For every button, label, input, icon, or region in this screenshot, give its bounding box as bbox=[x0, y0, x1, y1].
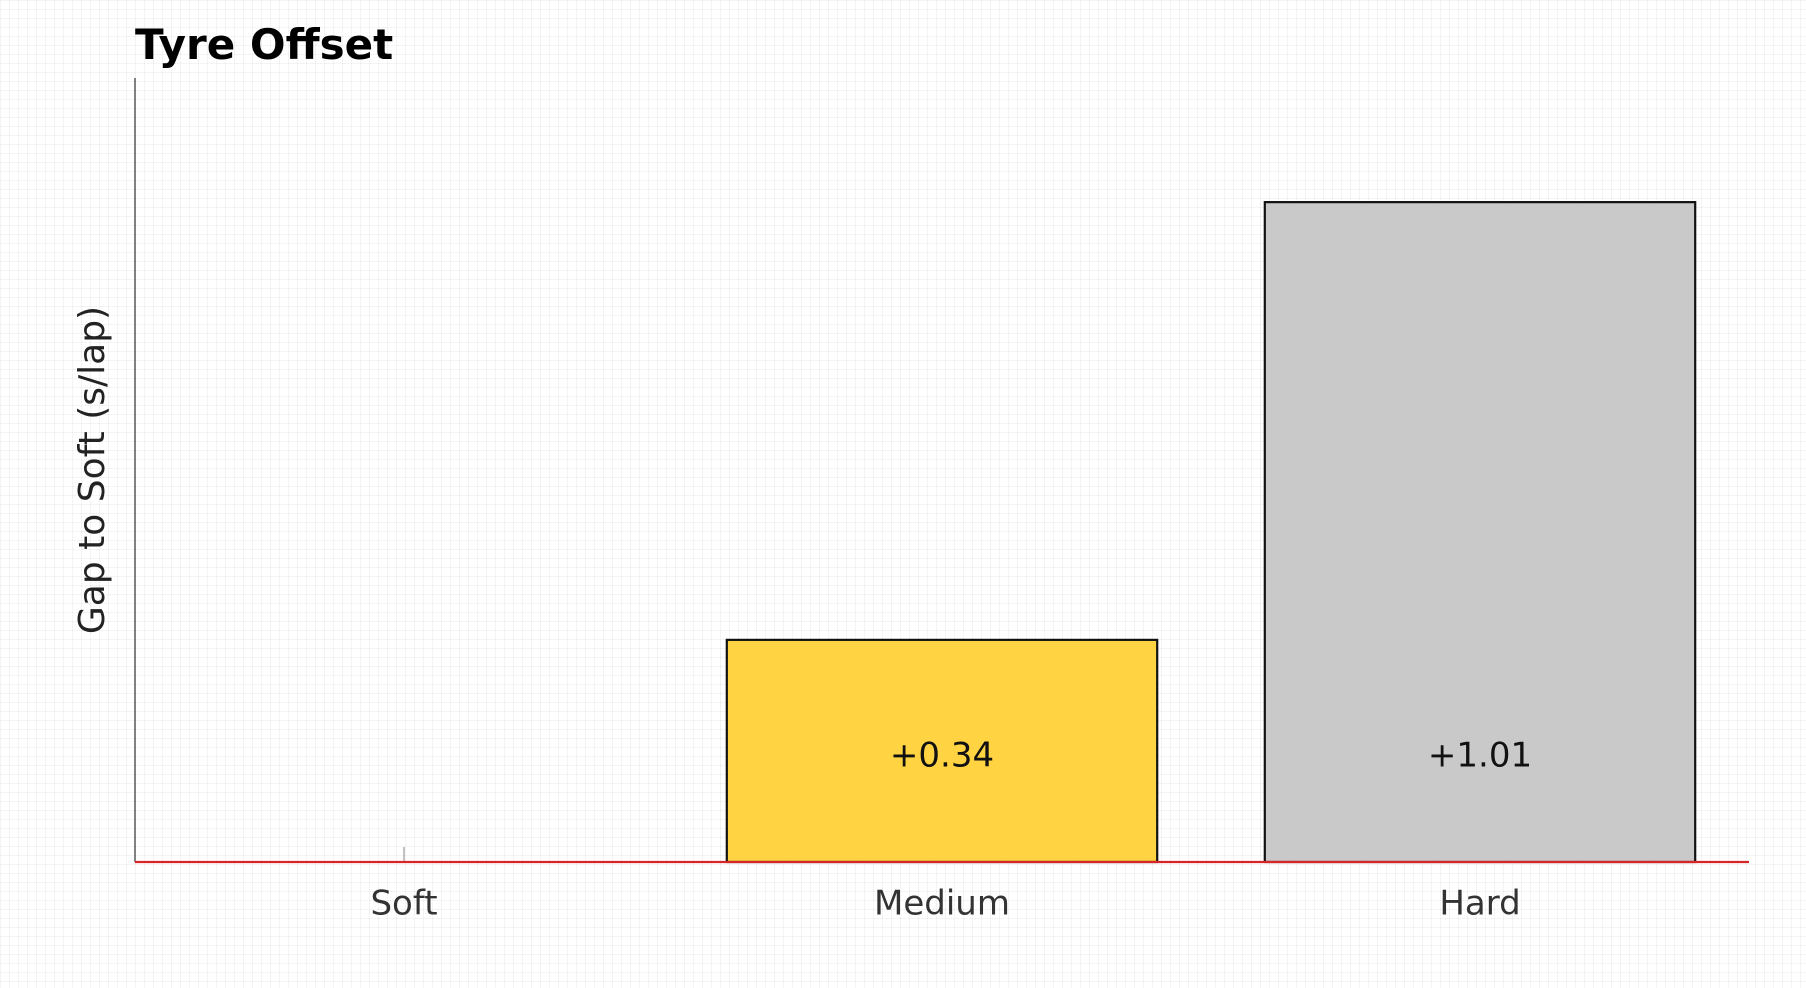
x-tick-label: Medium bbox=[874, 884, 1010, 924]
value-label: +1.01 bbox=[1428, 736, 1532, 776]
chart-title: Tyre Offset bbox=[135, 20, 393, 69]
x-tick-label: Soft bbox=[370, 884, 437, 924]
y-axis-label: Gap to Soft (s/lap) bbox=[72, 306, 113, 634]
value-label: +0.34 bbox=[890, 736, 994, 776]
bar bbox=[725, 638, 1159, 864]
x-tick-label: Hard bbox=[1439, 884, 1520, 924]
